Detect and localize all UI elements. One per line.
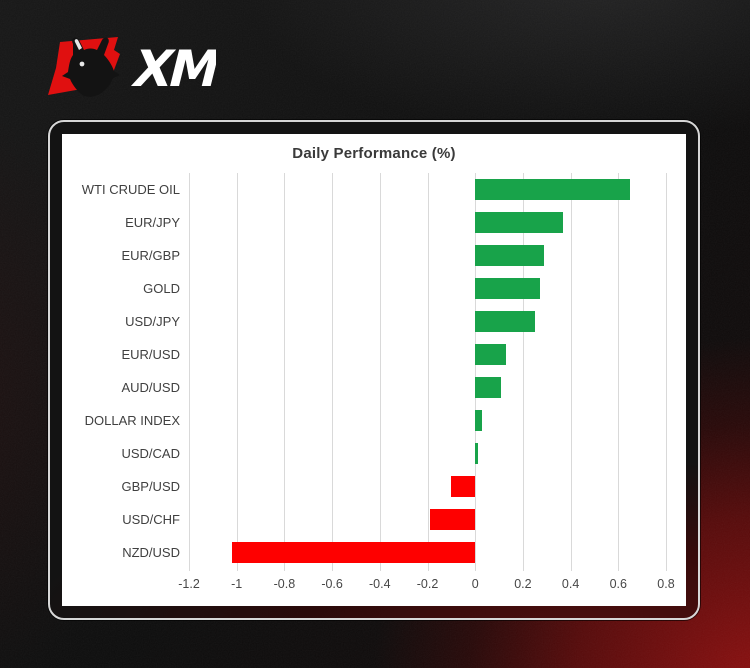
gridline <box>236 173 238 571</box>
x-tick-label: -1.2 <box>178 577 200 591</box>
gridline <box>284 173 286 571</box>
logo-text: XM <box>127 40 216 98</box>
bar-wti-crude-oil <box>475 179 631 200</box>
bar-eur-jpy <box>475 212 564 233</box>
plot-area <box>189 173 667 571</box>
x-tick-label: 0.4 <box>561 577 580 591</box>
category-label: EUR/JPY <box>125 215 180 230</box>
x-axis: -1.2 -1 -0.8 -0.6 -0.4 -0.2 0 0.2 0.4 0.6 0.8 <box>178 577 674 601</box>
category-labels: WTI CRUDE OIL EUR/JPY EUR/GBP GOLD USD/JPY EU… <box>62 173 189 569</box>
gridline <box>522 173 524 571</box>
gridline <box>189 173 190 571</box>
bull-icon <box>48 37 120 97</box>
bar-usd-jpy <box>475 311 535 332</box>
x-tick-label: 0 <box>471 577 479 591</box>
xm-logo: XM <box>48 37 216 98</box>
gridline <box>618 173 620 571</box>
bar-gbp-usd <box>451 476 476 497</box>
gridline <box>570 173 572 571</box>
x-tick-label: 0.8 <box>657 577 675 591</box>
x-tick-label: -0.8 <box>273 577 296 591</box>
gridline <box>666 173 667 571</box>
x-tick-label: -0.2 <box>416 577 439 591</box>
bar-gold <box>475 278 540 299</box>
category-label: EUR/USD <box>121 347 180 362</box>
bar-dollar-index <box>475 410 483 431</box>
x-tick-label: 0.6 <box>609 577 627 591</box>
x-tick-label: 0.2 <box>514 577 532 591</box>
category-label: NZD/USD <box>122 545 180 560</box>
bar-eur-gbp <box>475 245 545 266</box>
category-label: USD/CAD <box>121 446 180 461</box>
bar-eur-usd <box>475 344 507 365</box>
category-label: DOLLAR INDEX <box>84 413 180 428</box>
gridline <box>475 173 477 571</box>
category-label: WTI CRUDE OIL <box>81 182 180 197</box>
category-label: EUR/GBP <box>121 248 180 263</box>
category-label: USD/CHF <box>122 512 180 527</box>
chart-card: Daily Performance (%) WTI CRUDE OIL EUR/J… <box>48 120 700 620</box>
gridline <box>427 173 429 571</box>
bar-nzd-usd <box>231 542 476 563</box>
bar-aud-usd <box>475 377 502 398</box>
category-label: USD/JPY <box>125 314 180 329</box>
chart-title: Daily Performance (%) <box>292 145 456 162</box>
bar-usd-cad <box>475 443 478 464</box>
chart-panel: Daily Performance (%) WTI CRUDE OIL EUR/J… <box>62 134 686 606</box>
category-label: GBP/USD <box>121 479 180 494</box>
x-tick-label: -1 <box>231 577 243 591</box>
category-label: GOLD <box>143 281 180 296</box>
bar-usd-chf <box>429 509 476 530</box>
gridline <box>379 173 381 571</box>
gridline <box>332 173 334 571</box>
category-label: AUD/USD <box>121 380 180 395</box>
plot: WTI CRUDE OIL EUR/JPY EUR/GBP GOLD USD/JPY EU… <box>62 173 686 571</box>
x-tick-label: -0.4 <box>369 577 391 591</box>
x-tick-label: -0.6 <box>321 577 343 591</box>
